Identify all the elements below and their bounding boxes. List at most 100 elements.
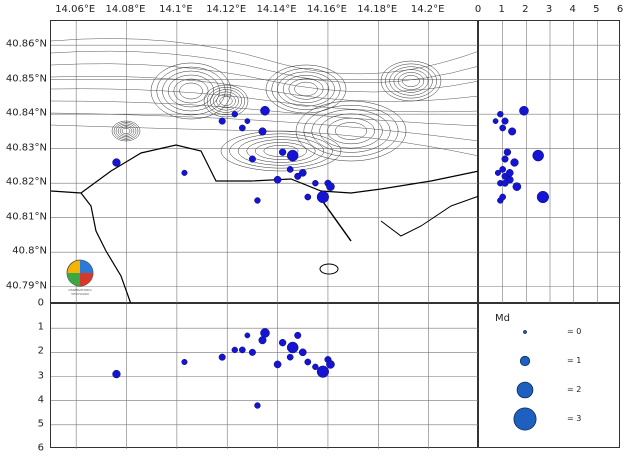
epicenter-marker bbox=[112, 158, 121, 167]
legend-title: Md bbox=[495, 313, 510, 324]
lat-md-marker bbox=[501, 117, 509, 125]
lat-tick-label: 40.8°N bbox=[12, 245, 47, 257]
legend-label: = 2 bbox=[567, 385, 582, 394]
contour-line bbox=[50, 63, 480, 93]
lat-md-marker bbox=[532, 149, 544, 162]
hypocenter-marker bbox=[326, 360, 335, 369]
epicenter-map bbox=[50, 20, 480, 305]
coastline bbox=[50, 144, 480, 305]
lat-md-marker bbox=[519, 105, 529, 116]
contour-line bbox=[271, 68, 341, 110]
legend-marker bbox=[513, 407, 537, 431]
hypocenter-marker bbox=[273, 360, 282, 369]
contour-line bbox=[265, 64, 347, 114]
lat-md-marker bbox=[499, 193, 507, 201]
lat-md-marker bbox=[501, 155, 509, 163]
lat-tick-label: 40.84°N bbox=[5, 107, 47, 119]
contour-line bbox=[119, 126, 133, 136]
contour-line bbox=[393, 69, 429, 93]
hypocenter-marker bbox=[244, 332, 251, 339]
contour-line bbox=[246, 139, 316, 163]
depth-tick-label: 5 bbox=[37, 418, 44, 430]
epicenter-marker bbox=[294, 172, 302, 180]
hypocenter-marker bbox=[278, 338, 287, 347]
lat-tick-label: 40.82°N bbox=[5, 176, 47, 188]
contour-line bbox=[220, 130, 342, 172]
legend-canvas bbox=[513, 330, 537, 431]
epicenter-marker bbox=[326, 182, 335, 191]
lat-tick-label: 40.86°N bbox=[5, 38, 47, 50]
epicenter-marker bbox=[298, 169, 307, 177]
contour-line bbox=[402, 75, 420, 87]
lat-md-marker bbox=[512, 182, 522, 191]
legend-label: = 3 bbox=[567, 414, 582, 423]
lat-md-marker bbox=[505, 169, 514, 177]
hypocenter-marker bbox=[298, 348, 307, 357]
hypocenter-marker bbox=[286, 353, 294, 361]
epicenter-marker bbox=[231, 110, 238, 118]
contour-line bbox=[216, 93, 236, 109]
cape-misenum-coastline bbox=[80, 192, 132, 305]
contour-line bbox=[255, 142, 307, 160]
bagnoli-pier bbox=[320, 198, 352, 242]
depth-section-panel bbox=[50, 303, 479, 449]
lon-tick-label: 14.16°E bbox=[306, 4, 347, 15]
contour-line bbox=[311, 109, 391, 153]
lat-md-marker bbox=[501, 179, 509, 187]
contour-line bbox=[121, 127, 131, 135]
logo-caption: OSSERVATORIO VESUVIANO bbox=[68, 288, 92, 296]
contour-line bbox=[179, 82, 203, 100]
epicenter-marker bbox=[316, 190, 329, 204]
epicenter-marker bbox=[254, 197, 261, 204]
legend-label: = 0 bbox=[567, 327, 582, 336]
contour-line bbox=[206, 87, 246, 115]
bathymetry-contours bbox=[50, 38, 480, 172]
contour-line bbox=[288, 78, 324, 100]
hypocenter-marker bbox=[294, 331, 302, 339]
contour-line bbox=[50, 124, 480, 157]
md-tick-label: 2 bbox=[522, 4, 529, 15]
hypocenter-marker bbox=[112, 369, 121, 379]
lat-tick-label: 40.83°N bbox=[5, 142, 47, 154]
map-canvas bbox=[50, 21, 480, 305]
depth-canvas bbox=[51, 304, 479, 449]
md-tick-label: 5 bbox=[593, 4, 600, 15]
contour-line bbox=[210, 89, 242, 113]
contour-line bbox=[319, 113, 383, 149]
hypocenter-marker bbox=[286, 341, 299, 354]
contour-line bbox=[385, 63, 437, 99]
hypocenter-marker bbox=[254, 402, 261, 409]
contour-line bbox=[219, 96, 233, 106]
epicenter-marker bbox=[258, 127, 267, 136]
epicenter-marker bbox=[238, 124, 246, 132]
contour-line bbox=[50, 112, 480, 142]
depth-tick-label: 4 bbox=[37, 394, 44, 406]
hypocenter-marker bbox=[304, 358, 312, 366]
contour-line bbox=[294, 81, 318, 97]
magnitude-legend: Md = 0 = 1 = 2 = 3 bbox=[478, 303, 620, 448]
contour-line bbox=[50, 50, 480, 84]
contour-line bbox=[50, 38, 480, 75]
hypocenter-marker bbox=[218, 353, 226, 361]
contour-line bbox=[389, 66, 433, 96]
contour-line bbox=[237, 136, 325, 166]
lat-md-marker bbox=[536, 190, 549, 204]
depth-tick-label: 1 bbox=[37, 321, 44, 333]
md-tick-label: 0 bbox=[474, 4, 482, 15]
gulf-coastline bbox=[50, 144, 480, 194]
lon-tick-label: 14.14°E bbox=[256, 4, 297, 15]
epicenter-marker bbox=[286, 166, 294, 173]
lat-md-marker bbox=[492, 118, 499, 124]
md-tick-label: 6 bbox=[616, 4, 624, 15]
hypocenter-marker bbox=[260, 328, 270, 338]
lon-tick-label: 14.1°E bbox=[159, 4, 193, 15]
observatory-logo-icon bbox=[66, 259, 94, 287]
lat-md-marker bbox=[497, 110, 504, 118]
hypocenter-marker bbox=[238, 346, 246, 354]
epicenter-marker bbox=[260, 105, 270, 116]
lat-tick-label: 40.85°N bbox=[5, 73, 47, 85]
hypocenter-marker bbox=[181, 358, 188, 366]
lat-md-marker bbox=[508, 127, 517, 136]
contour-line bbox=[282, 75, 330, 103]
contour-line bbox=[203, 84, 249, 118]
